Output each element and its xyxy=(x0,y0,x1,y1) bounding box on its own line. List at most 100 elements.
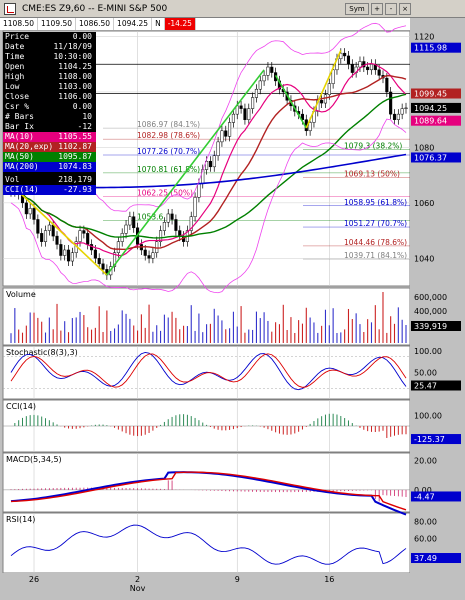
fib-level-label: 1039.71 (84.1%) xyxy=(344,251,407,260)
x-month-label: Nov xyxy=(130,584,146,593)
zoom-in-button[interactable]: + xyxy=(371,3,383,15)
candle-body xyxy=(258,80,262,90)
macd-last-box xyxy=(411,491,461,502)
ma-legend-row-value: 1105.55 xyxy=(58,132,92,141)
candle-body xyxy=(350,64,354,73)
fib-level-label: 1086.97 (84.1%) xyxy=(137,120,200,129)
candle-body xyxy=(51,224,55,237)
candle-body xyxy=(197,183,201,198)
candle-body xyxy=(63,249,67,256)
candle-body xyxy=(82,230,86,234)
info-row-label: Open xyxy=(5,62,25,71)
quote-last: 1094.25 xyxy=(114,18,153,30)
candle-body xyxy=(78,230,82,242)
ma-legend-row-value: 1074.83 xyxy=(58,162,92,171)
fib-level-label: 1058.95 (61.8%) xyxy=(344,198,407,207)
candle-body xyxy=(189,216,193,231)
price-tick-label: 1060 xyxy=(414,199,434,208)
trendline-up xyxy=(106,69,265,276)
candle-body xyxy=(124,224,128,234)
candle-body xyxy=(47,224,51,231)
rsi-line xyxy=(10,524,407,565)
ma-legend-row-value: 1095.87 xyxy=(58,152,92,161)
info-row-value: 0.00 xyxy=(72,102,92,111)
candle-body xyxy=(93,249,97,259)
ma-legend-row-label: MA(50) xyxy=(5,152,34,161)
window-title: CME:ES Z9,60 -- E-MINI S&P 500 xyxy=(22,3,168,14)
candle-body xyxy=(174,219,178,231)
candle-body xyxy=(247,108,251,120)
info-row-label: Close xyxy=(5,92,30,101)
candle-body xyxy=(346,55,351,65)
volume-legend-row-value: 218,179 xyxy=(58,175,92,184)
candle-body xyxy=(358,61,362,68)
info-row: High 1108.00 xyxy=(3,72,96,82)
close-button[interactable]: × xyxy=(399,3,411,15)
candle-body xyxy=(400,108,404,115)
volume-legend-row: Vol 218,179 xyxy=(3,175,96,185)
fib-level-label: 1069.13 (50%) xyxy=(344,170,400,179)
info-row-value: -12 xyxy=(77,122,92,131)
candle-body xyxy=(396,113,400,120)
panel-4-background xyxy=(2,452,411,513)
info-row: Open 1104.25 xyxy=(3,62,96,72)
fib-level-label: 1079.3 (38.2%) xyxy=(344,141,402,150)
candle-body xyxy=(392,113,397,120)
cci-last-box xyxy=(411,434,461,445)
quote-change: -14.25 xyxy=(164,18,196,30)
info-row-value: 10 xyxy=(82,112,92,121)
candle-body xyxy=(201,169,205,184)
candle-body xyxy=(254,88,258,98)
candle-body xyxy=(331,69,335,84)
candle-body xyxy=(339,52,343,59)
info-row-label: Csr % xyxy=(5,102,30,111)
info-row-value: 1103.00 xyxy=(58,82,92,91)
macd-last-label: -4.47 xyxy=(414,492,435,501)
cci-legend-row: CCI(14) -27.93 xyxy=(3,185,96,195)
fib-level-label: 1053.6 xyxy=(137,212,163,221)
trendline-down xyxy=(18,191,108,276)
stoch-tick-label: 100.00 xyxy=(414,347,442,356)
candle-body xyxy=(220,130,224,143)
volume-bars xyxy=(10,292,407,343)
info-row: Csr % 0.00 xyxy=(3,102,96,112)
cci-title: CCI(14) xyxy=(6,402,36,411)
fib-level-label: 1082.98 (78.6%) xyxy=(137,131,200,140)
symbol-button[interactable]: Sym xyxy=(345,3,369,15)
info-row-value: 1104.25 xyxy=(58,62,92,71)
info-row: Time 10:30:00 xyxy=(3,52,96,62)
candle-body xyxy=(327,83,331,95)
quote-bar: 1108.50 1109.50 1086.50 1094.25 N -14.25 xyxy=(0,18,465,30)
fib-level-label: 1070.81 (61.8%) xyxy=(137,165,200,174)
macd-signal-line xyxy=(10,471,407,511)
price-label-box xyxy=(411,88,461,99)
volume-legend-row-label: Vol xyxy=(5,175,20,184)
price-label-box xyxy=(411,152,461,163)
volume-last-label: 339,919 xyxy=(414,322,447,331)
candle-body xyxy=(224,130,228,137)
stoch-last-box xyxy=(411,380,461,391)
cci-bars xyxy=(14,413,407,438)
fib-level-label: 1044.46 (78.6%) xyxy=(344,238,407,247)
info-row-label: Low xyxy=(5,82,20,91)
info-row-value: 1106.00 xyxy=(58,92,92,101)
candle-body xyxy=(320,100,324,104)
quote-flag: N xyxy=(152,18,165,30)
candle-body xyxy=(251,97,255,109)
ma-legend-row: MA(20,exp) 1102.87 xyxy=(3,142,96,152)
ma-legend-row: MA(200) 1074.83 xyxy=(3,162,96,172)
rsi-tick-label: 80.00 xyxy=(414,518,437,527)
stoch-last-label: 25.47 xyxy=(414,382,437,391)
data-info-panel: Price 0.00 Date 11/18/09 Time 10:30:00 Open 110… xyxy=(3,32,96,195)
info-row: Price 0.00 xyxy=(3,32,96,42)
candle-body xyxy=(193,197,197,217)
candle-body xyxy=(404,107,408,109)
stochastic-title: Stochastic(8(3),3) xyxy=(6,348,78,357)
candle-body xyxy=(343,52,347,57)
ma-legend-row: MA(50) 1095.87 xyxy=(3,152,96,162)
info-row-label: High xyxy=(5,72,25,81)
candle-body xyxy=(262,75,266,82)
price-label-text: 1115.98 xyxy=(414,44,447,53)
zoom-out-button[interactable]: - xyxy=(385,3,397,15)
candle-body xyxy=(86,233,90,245)
